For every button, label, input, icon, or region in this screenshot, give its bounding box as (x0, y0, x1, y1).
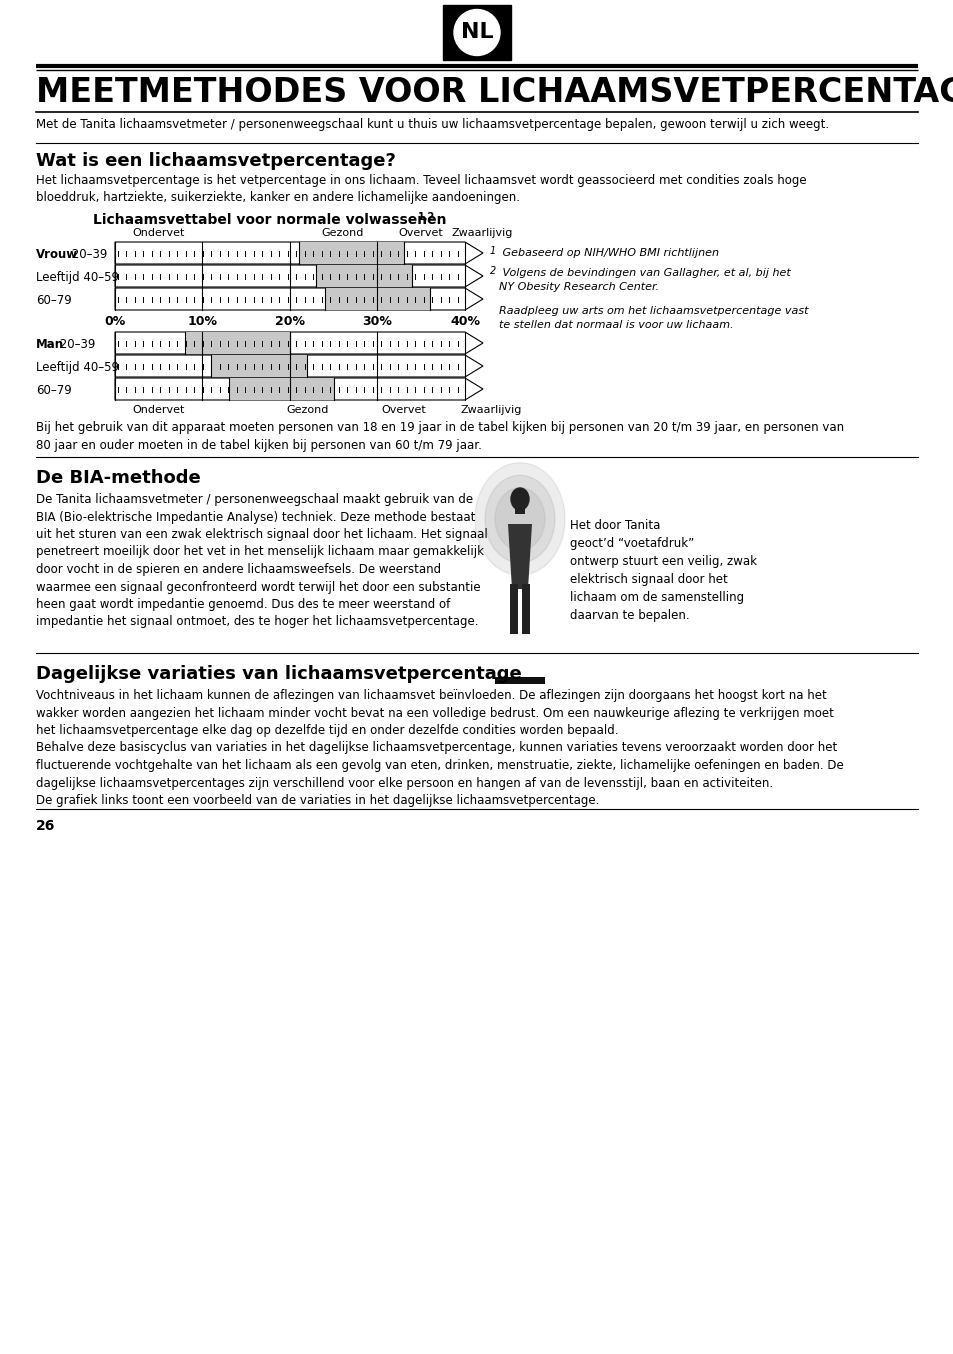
Text: 40%: 40% (450, 315, 479, 328)
Text: 20–39: 20–39 (68, 248, 108, 261)
Polygon shape (115, 355, 482, 376)
Bar (325, 288, 430, 310)
Polygon shape (115, 378, 482, 399)
Text: Ondervet: Ondervet (132, 227, 185, 238)
Bar (115, 242, 464, 264)
Text: Met de Tanita lichaamsvetmeter / personenweegschaal kunt u thuis uw lichaamsvetp: Met de Tanita lichaamsvetmeter / persone… (36, 118, 828, 131)
Bar (315, 265, 412, 287)
Text: 60–79: 60–79 (36, 294, 71, 307)
Text: Lichaamsvettabel voor normale volwassenen: Lichaamsvettabel voor normale volwassene… (93, 213, 446, 227)
Text: 10%: 10% (188, 315, 217, 328)
Bar (495, 677, 544, 684)
Text: Leeftijd 40–59: Leeftijd 40–59 (36, 271, 119, 284)
Text: Ondervet: Ondervet (132, 405, 185, 414)
Bar (115, 265, 464, 287)
Text: 1: 1 (490, 246, 496, 256)
Ellipse shape (495, 487, 544, 550)
Text: Gezond: Gezond (321, 227, 363, 238)
Text: Zwaarlijvig: Zwaarlijvig (452, 227, 513, 238)
Text: NL: NL (460, 23, 493, 42)
Text: Zwaarlijvig: Zwaarlijvig (460, 405, 521, 414)
Ellipse shape (484, 475, 555, 563)
Bar (442, 5, 511, 60)
Text: De BIA-methode: De BIA-methode (36, 468, 200, 487)
Polygon shape (115, 242, 482, 264)
Text: Gebaseerd op NIH/WHO BMI richtlijnen: Gebaseerd op NIH/WHO BMI richtlijnen (498, 248, 719, 259)
Ellipse shape (511, 487, 529, 510)
Text: Het lichaamsvetpercentage is het vetpercentage in ons lichaam. Teveel lichaamsve: Het lichaamsvetpercentage is het vetperc… (36, 175, 806, 204)
Text: Volgens de bevindingen van Gallagher, et al, bij het
NY Obesity Research Center.: Volgens de bevindingen van Gallagher, et… (498, 268, 790, 292)
Bar (115, 332, 464, 353)
Text: 20%: 20% (274, 315, 305, 328)
Text: Bij het gebruik van dit apparaat moeten personen van 18 en 19 jaar in de tabel k: Bij het gebruik van dit apparaat moeten … (36, 421, 843, 451)
Text: Gezond: Gezond (286, 405, 329, 414)
Text: 26: 26 (36, 819, 55, 833)
Circle shape (454, 9, 499, 56)
Text: Vrouw: Vrouw (36, 248, 78, 261)
Text: 1,2: 1,2 (417, 213, 435, 222)
Polygon shape (115, 288, 482, 310)
Bar (115, 355, 464, 376)
Bar (185, 332, 290, 353)
Polygon shape (115, 332, 482, 353)
Text: 60–79: 60–79 (36, 385, 71, 397)
Bar (229, 378, 334, 399)
Text: 2: 2 (490, 265, 496, 276)
Text: Overvet: Overvet (398, 227, 443, 238)
Bar (115, 378, 464, 399)
Text: Raadpleeg uw arts om het lichaamsvetpercentage vast
te stellen dat normaal is vo: Raadpleeg uw arts om het lichaamsvetperc… (498, 306, 807, 330)
Text: 20–39: 20–39 (55, 338, 95, 351)
Text: 30%: 30% (362, 315, 392, 328)
Bar (211, 355, 307, 376)
Text: De Tanita lichaamsvetmeter / personenweegschaal maakt gebruik van de
BIA (Bio-el: De Tanita lichaamsvetmeter / personenwee… (36, 493, 487, 628)
Bar (515, 504, 524, 515)
Bar (510, 584, 517, 634)
Polygon shape (115, 265, 482, 287)
Bar (115, 288, 464, 310)
Text: Leeftijd 40–59: Leeftijd 40–59 (36, 362, 119, 374)
Text: 0%: 0% (104, 315, 126, 328)
Text: Dagelijkse variaties van lichaamsvetpercentage: Dagelijkse variaties van lichaamsvetperc… (36, 665, 521, 682)
Ellipse shape (475, 463, 564, 575)
Bar (298, 242, 403, 264)
Text: Het door Tanita
geoct’d “voetafdruk”
ontwerp stuurt een veilig, zwak
elektrisch : Het door Tanita geoct’d “voetafdruk” ont… (569, 519, 757, 621)
Text: MEETMETHODES VOOR LICHAAMSVETPERCENTAGE: MEETMETHODES VOOR LICHAAMSVETPERCENTAGE (36, 76, 953, 110)
Text: Wat is een lichaamsvetpercentage?: Wat is een lichaamsvetpercentage? (36, 152, 395, 171)
Text: Overvet: Overvet (381, 405, 426, 414)
Text: Vochtniveaus in het lichaam kunnen de aflezingen van lichaamsvet beïnvloeden. De: Vochtniveaus in het lichaam kunnen de af… (36, 689, 842, 807)
Bar (521, 584, 530, 634)
Text: Man: Man (36, 338, 64, 351)
Polygon shape (507, 524, 532, 589)
